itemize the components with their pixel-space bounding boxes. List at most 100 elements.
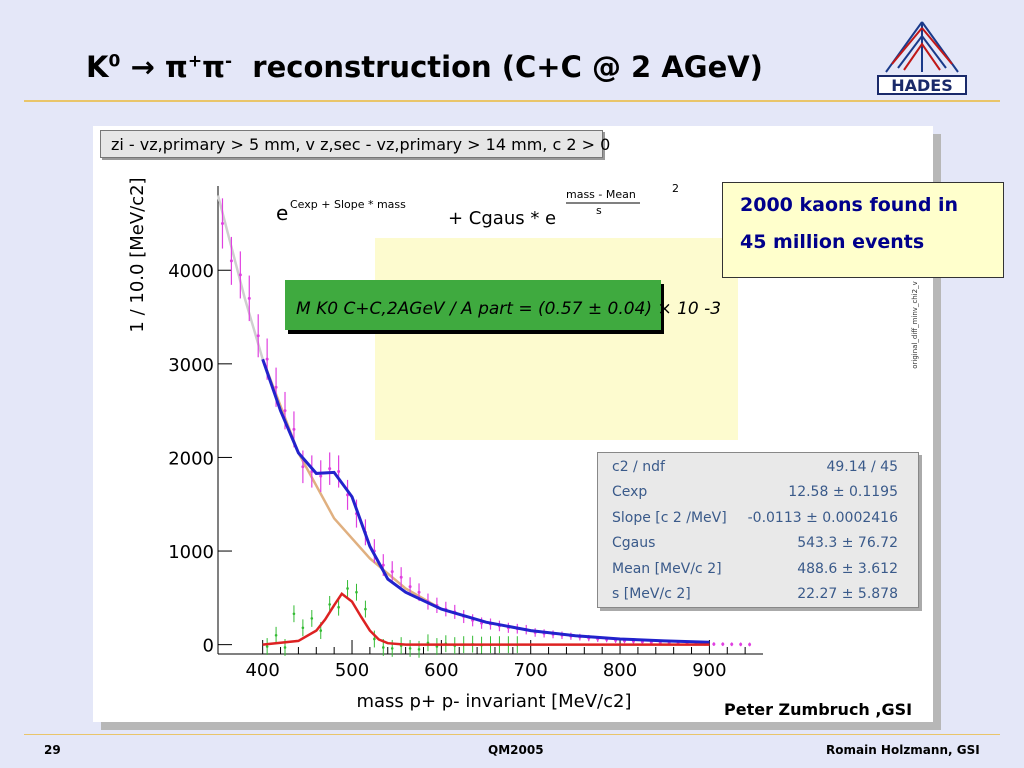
y-tick-label: 0 (203, 636, 214, 657)
signal-point (373, 637, 376, 641)
title-k-sup: 0 (108, 51, 121, 72)
data-point (730, 642, 734, 646)
data-point (417, 590, 421, 594)
cuts-label: zi - vz,primary > 5 mm, v z,sec - vz,pri… (100, 130, 610, 158)
title-divider (24, 100, 1000, 102)
data-point (229, 259, 233, 263)
signal-point (274, 633, 278, 637)
stats-value: 543.3 ± 76.72 (797, 535, 898, 551)
signal-point (319, 629, 323, 632)
stats-value: 12.58 ± 0.1195 (788, 484, 898, 500)
formula-gaus: + Cgaus * e (448, 208, 556, 229)
stats-key: Cgaus (612, 535, 656, 551)
data-point (220, 221, 224, 225)
title-pi-minus: π (202, 50, 226, 84)
stats-value: 488.6 ± 3.612 (797, 561, 898, 577)
data-point (265, 357, 269, 361)
stats-row: Slope [c 2 /MeV] -0.0113 ± 0.0002416 (598, 510, 918, 530)
formula-frac-num: mass - Mean (566, 188, 636, 201)
data-point (381, 563, 385, 567)
footer-center: QM2005 (488, 743, 544, 757)
y-axis-label: 1 / 10.0 [MeV/c2] (127, 177, 148, 332)
data-point (283, 409, 287, 413)
data-point (408, 585, 412, 589)
title-arrow: → (130, 50, 155, 84)
formula-power: 2 (672, 182, 679, 195)
x-tick-label: 800 (603, 660, 637, 681)
footer-right: Romain Holzmann, GSI (826, 743, 980, 757)
x-tick-label: 400 (245, 660, 279, 681)
formula-frac-den: s (596, 204, 602, 217)
side-label: original_diff_minv_chi2_v (911, 281, 919, 369)
y-tick-label: 3000 (168, 355, 214, 376)
data-point (721, 642, 725, 646)
stats-key: Slope [c 2 /MeV] (612, 510, 727, 526)
data-point (328, 467, 332, 471)
data-point (748, 642, 752, 646)
y-tick-label: 2000 (168, 448, 214, 469)
signal-point (337, 605, 340, 609)
title-pi-plus: π (164, 50, 188, 84)
x-tick-label: 600 (424, 660, 458, 681)
signal-point (265, 645, 269, 648)
slide-title: K0 → π+π- reconstruction (C+C @ 2 AGeV) (86, 50, 763, 84)
data-point (301, 465, 305, 469)
title-pi-minus-sup: - (225, 51, 233, 72)
signal-point (301, 626, 305, 630)
data-point (712, 642, 716, 646)
stats-row: Cgaus 543.3 ± 76.72 (598, 535, 918, 555)
signal-point (355, 590, 358, 594)
background-fit-extrapolated (216, 195, 264, 360)
data-point (319, 474, 323, 478)
stats-key: s [MeV/c 2] (612, 586, 691, 602)
total-fit-curve (261, 358, 710, 644)
stats-row: s [MeV/c 2] 22.27 ± 5.878 (598, 586, 918, 606)
y-tick-label: 4000 (168, 261, 214, 282)
signal-point (364, 607, 367, 611)
stats-row: c2 / ndf 49.14 / 45 (598, 459, 918, 479)
signal-point (408, 647, 412, 650)
result-text: M K0 C+C,2AGeV / A part = (0.57 ± 0.04) … (296, 299, 721, 319)
data-point (256, 334, 260, 338)
callout-line-2: 45 million events (740, 231, 925, 253)
axes: 400 500 600 700 800 900 0 1000 2000 3000 4000 (168, 186, 763, 681)
signal-point (435, 645, 439, 648)
result-box: M K0 C+C,2AGeV / A part = (0.57 ± 0.04) … (285, 280, 721, 334)
data-point (390, 570, 394, 574)
footer-divider (24, 734, 1000, 735)
data-point (274, 385, 278, 389)
y-tick-label: 1000 (168, 542, 214, 563)
data-point (739, 642, 743, 646)
x-tick-label: 500 (335, 660, 369, 681)
signal-point (292, 612, 296, 616)
signal-point (346, 587, 349, 590)
stats-value: -0.0113 ± 0.0002416 (747, 510, 898, 526)
formula-exponent: Cexp + Slope * mass (290, 198, 406, 211)
stats-key: Mean [MeV/c 2] (612, 561, 722, 577)
footer-page-number: 29 (44, 743, 61, 757)
signal-point (310, 617, 314, 620)
title-k: K (86, 50, 109, 84)
signal-point (283, 646, 287, 649)
signal-point (381, 646, 385, 649)
chart-marks (216, 195, 752, 658)
stats-key: Cexp (612, 484, 648, 500)
stats-row: Cexp 12.58 ± 0.1195 (598, 484, 918, 504)
callout-line-1: 2000 kaons found in (740, 194, 959, 216)
logo-text: HADES (891, 76, 953, 95)
stats-key: c2 / ndf (612, 459, 665, 475)
signal-point (328, 603, 331, 606)
gaussian-fit-curve (262, 591, 710, 646)
x-tick-label: 700 (514, 660, 548, 681)
x-tick-label: 900 (692, 660, 726, 681)
fit-formula: e Cexp + Slope * mass + Cgaus * e mass -… (276, 182, 679, 229)
data-point (247, 296, 251, 300)
stats-value: 22.27 ± 5.878 (797, 586, 898, 602)
fit-stats-box: c2 / ndf 49.14 / 45 Cexp 12.58 ± 0.1195 Sl… (597, 452, 919, 608)
stats-value: 49.14 / 45 (826, 459, 898, 475)
hades-logo: HADES (877, 21, 967, 95)
highlight-area (375, 238, 738, 440)
credit-text: Peter Zumbruch ,GSI (724, 700, 913, 719)
data-point (337, 469, 341, 473)
